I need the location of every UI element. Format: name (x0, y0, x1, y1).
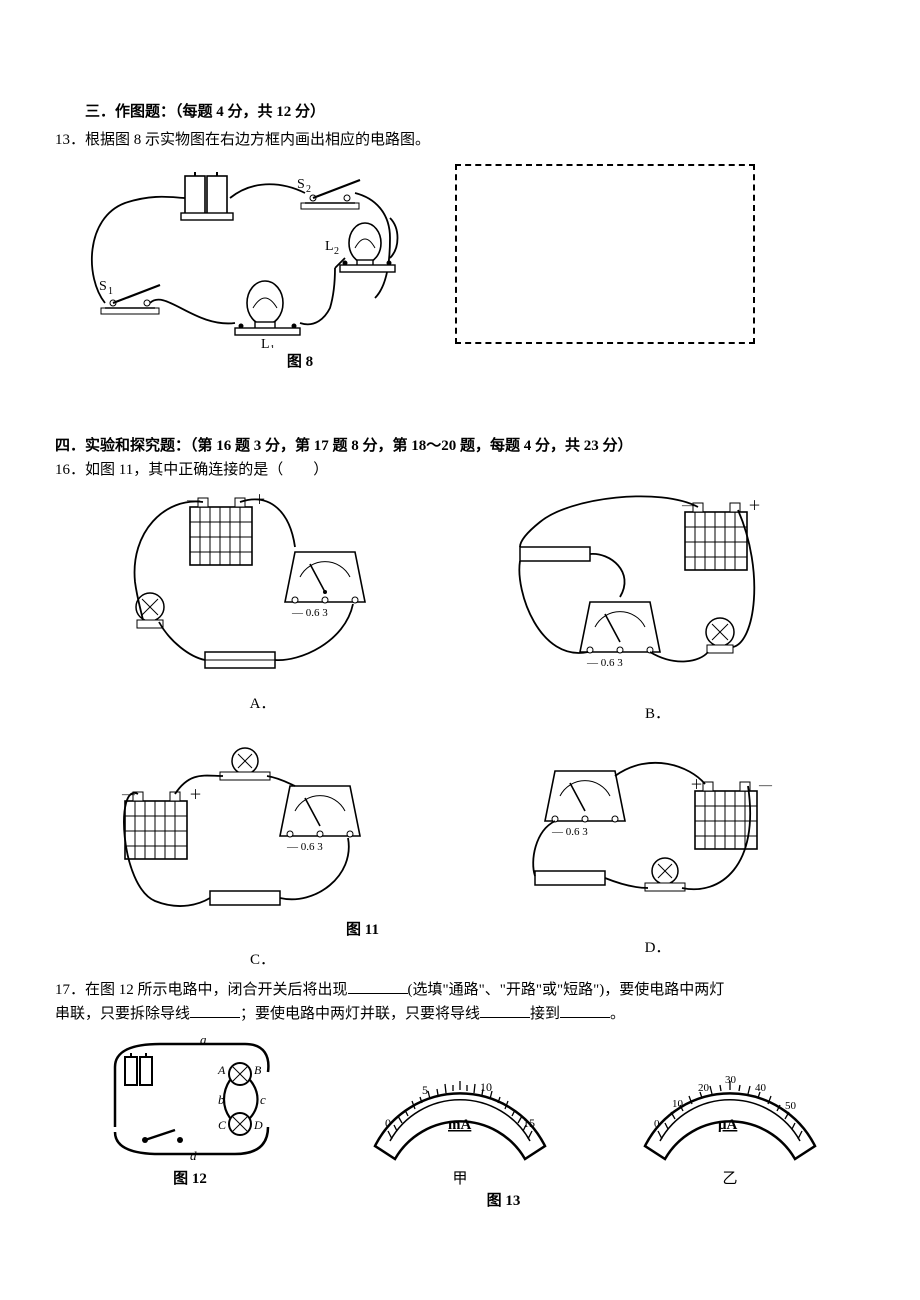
q17: 17．在图 12 所示电路中，闭合开关后将出现 (选填"通路"、"开路"或"短路"… (55, 978, 865, 1026)
svg-text:b: b (218, 1092, 225, 1107)
svg-text:c: c (260, 1092, 266, 1107)
q17-t5: 接到 (530, 1006, 560, 1022)
q13-answer-box (455, 164, 755, 344)
svg-text:＋: ＋ (748, 498, 761, 513)
svg-text:0: 0 (654, 1118, 660, 1130)
svg-text:10: 10 (480, 1080, 492, 1094)
svg-text:A: A (217, 1063, 226, 1077)
q17-t4: ；要使电路中两灯并联，只要将导线 (240, 1006, 480, 1022)
section-3-header: 三．作图题：（每题 4 分，共 12 分） (55, 100, 865, 124)
q16-c-label: C． (95, 948, 430, 972)
q16-option-d: —＋ — 0.6 3 (490, 736, 825, 972)
svg-text:—: — (758, 777, 773, 792)
meter-yi-caption: 乙 (630, 1167, 830, 1191)
meter-jia: 0 5 10 15 mA 甲 (360, 1061, 560, 1191)
svg-text:B: B (254, 1063, 262, 1077)
svg-text:—: — (186, 492, 201, 507)
svg-text:2: 2 (306, 184, 311, 195)
q16-b-label: B． (490, 702, 825, 726)
svg-text:— 0.6 3: — 0.6 3 (586, 657, 623, 669)
q13-circuit-diagram: S2 S1 (55, 158, 425, 374)
svg-text:D: D (253, 1118, 263, 1132)
svg-text:μA: μA (718, 1117, 738, 1133)
svg-text:15: 15 (523, 1116, 535, 1130)
section-4-header: 四．实验和探究题：（第 16 题 3 分，第 17 题 8 分，第 18～20 … (55, 434, 865, 458)
svg-text:S: S (99, 279, 107, 294)
svg-text:20: 20 (698, 1082, 710, 1094)
svg-text:mA: mA (448, 1117, 471, 1133)
fig8-label: 图 8 (175, 350, 425, 374)
q17-t3: 串联，只要拆除导线 (55, 1006, 190, 1022)
section-4: 四．实验和探究题：（第 16 题 3 分，第 17 题 8 分，第 18～20 … (55, 434, 865, 1213)
svg-text:d: d (190, 1148, 197, 1163)
fig12-label: 图 12 (90, 1167, 290, 1191)
fig13-label: 图 13 (487, 1189, 521, 1213)
svg-text:— 0.6 3: — 0.6 3 (551, 826, 588, 838)
svg-text:0: 0 (385, 1116, 391, 1130)
q13-row: S2 S1 (55, 158, 865, 374)
svg-text:L: L (261, 337, 270, 348)
svg-text:40: 40 (755, 1082, 767, 1094)
svg-text:1: 1 (108, 286, 113, 297)
q16-prompt: 16．如图 11，其中正确连接的是（ ） (55, 458, 865, 482)
svg-text:S: S (297, 177, 305, 192)
svg-text:5: 5 (422, 1083, 428, 1097)
svg-text:— 0.6 3: — 0.6 3 (286, 841, 323, 853)
q17-blank1 (348, 979, 408, 994)
svg-text:＋: ＋ (189, 787, 202, 802)
fig11-label: 图 11 (295, 918, 430, 942)
meter-jia-caption: 甲 (360, 1167, 560, 1191)
q17-figures: a A B b c C D d 图 12 (55, 1032, 865, 1191)
q17-t6: 。 (610, 1006, 625, 1022)
q16-a-label: A． (95, 692, 430, 716)
svg-text:— 0.6 3: — 0.6 3 (291, 607, 328, 619)
fig12: a A B b c C D d 图 12 (90, 1032, 290, 1191)
q16-option-c: —＋ — 0.6 3 (95, 736, 430, 972)
q16-d-label: D． (490, 936, 825, 960)
q17-blank4 (560, 1003, 610, 1018)
svg-text:1: 1 (270, 344, 275, 348)
q17-blank2 (190, 1003, 240, 1018)
svg-text:2: 2 (334, 246, 339, 257)
svg-text:C: C (218, 1118, 227, 1132)
meter-yi: 0 10 20 30 40 50 μA 乙 (630, 1061, 830, 1191)
q17-t2: (选填"通路"、"开路"或"短路")，要使电路中两灯 (408, 982, 725, 998)
section-3: 三．作图题：（每题 4 分，共 12 分） 13．根据图 8 示实物图在右边方框… (55, 100, 865, 374)
q16-option-b: —＋ — 0.6 3 (490, 492, 825, 726)
svg-text:30: 30 (725, 1074, 737, 1086)
q17-blank3 (480, 1003, 530, 1018)
q17-t1: 17．在图 12 所示电路中，闭合开关后将出现 (55, 982, 348, 998)
svg-text:10: 10 (672, 1098, 684, 1110)
svg-text:L: L (325, 239, 334, 254)
q16-option-a: —＋ — 0.6 3 (95, 492, 430, 726)
svg-text:50: 50 (785, 1100, 797, 1112)
svg-text:a: a (200, 1032, 207, 1047)
q13-prompt: 13．根据图 8 示实物图在右边方框内画出相应的电路图。 (55, 128, 865, 152)
q16-options-grid: — ＋ — 0.6 3 (95, 492, 825, 972)
